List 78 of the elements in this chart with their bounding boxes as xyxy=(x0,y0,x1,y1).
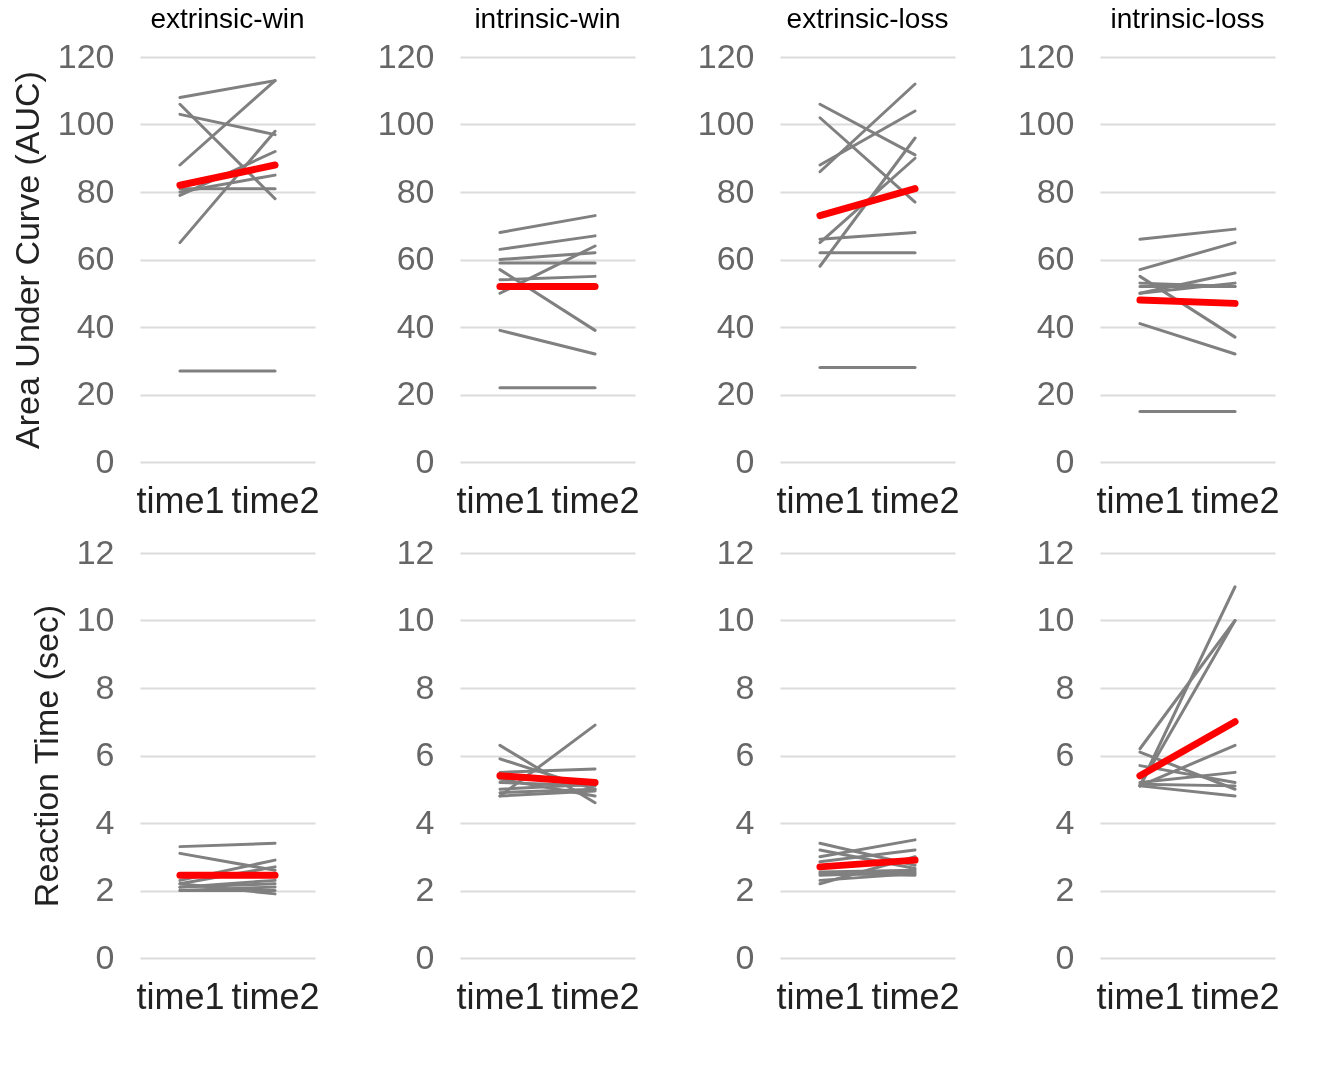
y-tick-label: 8 xyxy=(1055,667,1075,706)
y-tick-label: 80 xyxy=(1036,171,1075,210)
y-tick-label: 0 xyxy=(735,937,755,976)
y-axis-title: Reaction Time (sec) xyxy=(26,604,65,908)
y-tick-label: 6 xyxy=(1055,735,1075,773)
y-tick-label: 40 xyxy=(1036,306,1075,345)
y-tick-label: 80 xyxy=(76,171,115,210)
y-tick-label: 6 xyxy=(415,735,435,773)
y-tick-label: 12 xyxy=(1036,532,1075,571)
y-tick-label: 12 xyxy=(396,532,435,571)
y-tick-label: 4 xyxy=(415,802,435,841)
y-tick-label: 40 xyxy=(76,306,115,345)
y-tick-label: 60 xyxy=(396,239,435,277)
x-tick-label: time2 xyxy=(1191,975,1280,1017)
y-tick-label: 80 xyxy=(396,171,435,210)
x-tick-label: time1 xyxy=(136,975,225,1017)
y-tick-label: 4 xyxy=(735,802,755,841)
y-tick-label: 2 xyxy=(95,870,115,908)
x-tick-label: time1 xyxy=(1096,479,1185,521)
y-tick-label: 0 xyxy=(1055,937,1075,976)
y-tick-label: 120 xyxy=(1017,36,1075,75)
x-tick-label: time2 xyxy=(1191,479,1280,521)
y-axis-title: Area Under Curve (AUC) xyxy=(7,71,46,449)
x-tick-label: time1 xyxy=(1096,975,1185,1017)
chart-title: intrinsic-loss xyxy=(1110,3,1265,34)
y-tick-label: 10 xyxy=(1036,600,1075,638)
x-tick-label: time1 xyxy=(456,479,545,521)
y-tick-label: 0 xyxy=(1055,441,1075,480)
y-tick-label: 80 xyxy=(716,171,755,210)
y-tick-label: 8 xyxy=(95,667,115,706)
y-tick-label: 0 xyxy=(735,441,755,480)
y-tick-label: 0 xyxy=(415,937,435,976)
y-tick-label: 60 xyxy=(1036,239,1075,277)
y-tick-label: 12 xyxy=(76,532,115,571)
y-tick-label: 120 xyxy=(377,36,435,75)
chart-title: extrinsic-win xyxy=(150,3,305,34)
chart-title: intrinsic-win xyxy=(474,3,621,34)
y-tick-label: 100 xyxy=(1017,104,1075,142)
y-tick-label: 10 xyxy=(76,600,115,638)
y-tick-label: 100 xyxy=(377,104,435,142)
chart-title: extrinsic-loss xyxy=(786,3,949,34)
y-tick-label: 0 xyxy=(415,441,435,480)
y-tick-label: 20 xyxy=(396,374,435,412)
y-tick-label: 4 xyxy=(1055,802,1075,841)
y-tick-label: 20 xyxy=(76,374,115,412)
x-tick-label: time2 xyxy=(551,975,640,1017)
y-tick-label: 2 xyxy=(735,870,755,908)
x-tick-label: time2 xyxy=(231,479,320,521)
x-tick-label: time1 xyxy=(776,479,865,521)
y-tick-label: 8 xyxy=(415,667,435,706)
y-tick-label: 20 xyxy=(716,374,755,412)
y-tick-label: 40 xyxy=(396,306,435,345)
y-tick-label: 2 xyxy=(415,870,435,908)
y-tick-label: 100 xyxy=(697,104,755,142)
x-tick-label: time2 xyxy=(551,479,640,521)
y-tick-label: 10 xyxy=(396,600,435,638)
y-tick-label: 120 xyxy=(57,36,115,75)
y-tick-label: 12 xyxy=(716,532,755,571)
y-tick-label: 0 xyxy=(95,441,115,480)
y-tick-label: 8 xyxy=(735,667,755,706)
y-tick-label: 4 xyxy=(95,802,115,841)
y-tick-label: 120 xyxy=(697,36,755,75)
y-tick-label: 60 xyxy=(716,239,755,277)
y-tick-label: 40 xyxy=(716,306,755,345)
x-tick-label: time1 xyxy=(456,975,545,1017)
y-tick-label: 6 xyxy=(95,735,115,773)
y-tick-label: 6 xyxy=(735,735,755,773)
y-tick-label: 100 xyxy=(57,104,115,142)
y-tick-label: 10 xyxy=(716,600,755,638)
y-tick-label: 2 xyxy=(1055,870,1075,908)
x-tick-label: time2 xyxy=(871,975,960,1017)
x-tick-label: time2 xyxy=(871,479,960,521)
x-tick-label: time1 xyxy=(776,975,865,1017)
y-tick-label: 0 xyxy=(95,937,115,976)
y-tick-label: 20 xyxy=(1036,374,1075,412)
y-tick-label: 60 xyxy=(76,239,115,277)
x-tick-label: time1 xyxy=(136,479,225,521)
x-tick-label: time2 xyxy=(231,975,320,1017)
